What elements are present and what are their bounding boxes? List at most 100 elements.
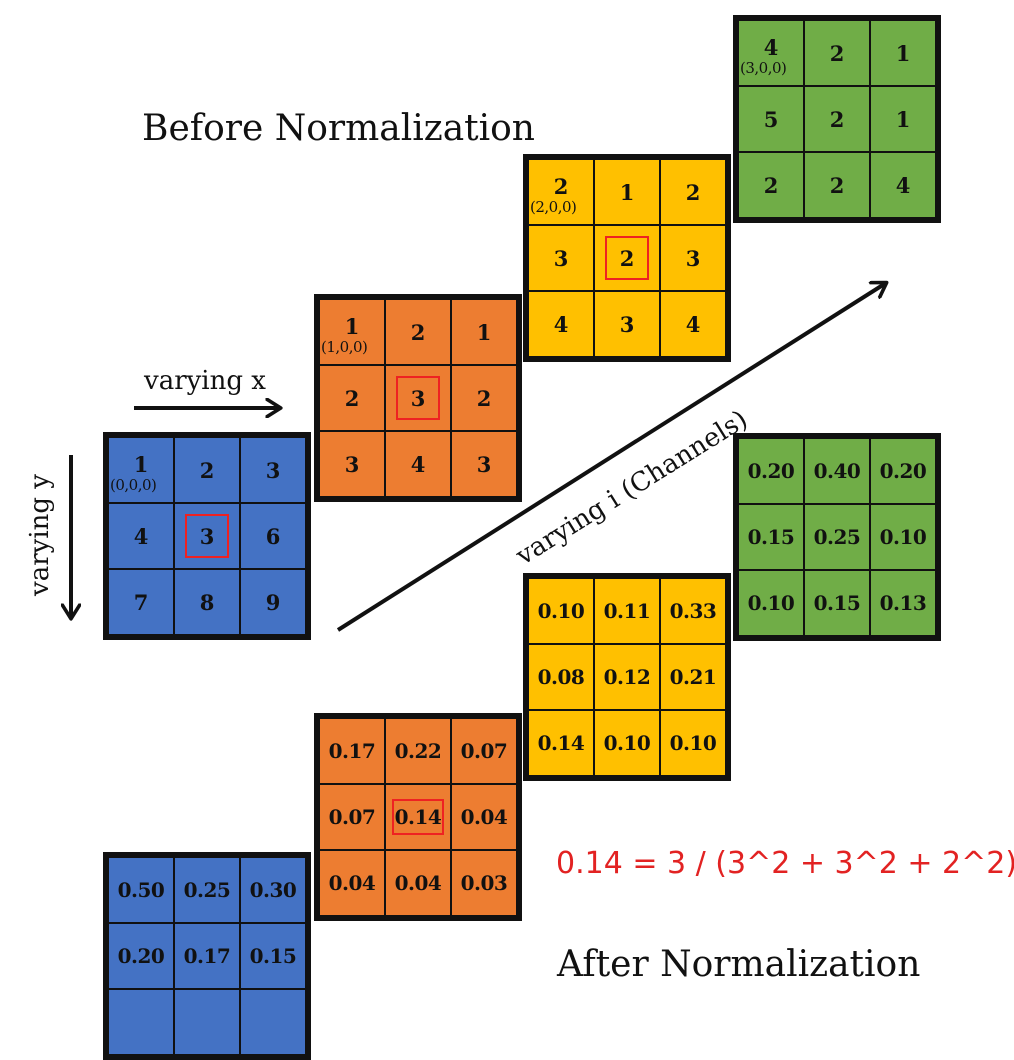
matrix-cell: 0.12 bbox=[594, 644, 660, 710]
before-grid-channel-2: 2 (2,0,0) 1 2 3 2 3 4 3 4 bbox=[523, 154, 731, 362]
after-grid-channel-0: 0.50 0.25 0.30 0.20 0.17 0.15 bbox=[103, 852, 311, 1060]
cell-value: 2 bbox=[199, 457, 215, 483]
highlighted-matrix-cell: 0.14 bbox=[385, 784, 451, 850]
matrix-cell: 4 bbox=[870, 152, 936, 218]
matrix-cell: 0.11 bbox=[594, 578, 660, 644]
cell-value: 7 bbox=[133, 589, 149, 615]
cell-value: 0.30 bbox=[249, 878, 297, 902]
matrix-cell: 0.21 bbox=[660, 644, 726, 710]
matrix-cell: 0.15 bbox=[738, 504, 804, 570]
cell-value: 4 bbox=[410, 451, 426, 477]
matrix-cell: 3 bbox=[319, 431, 385, 497]
cell-value: 2 bbox=[829, 106, 845, 132]
matrix-cell: 5 bbox=[738, 86, 804, 152]
cell-value: 2 bbox=[476, 385, 492, 411]
matrix-cell: 7 bbox=[108, 569, 174, 635]
matrix-cell: 3 bbox=[594, 291, 660, 357]
matrix-cell: 0.15 bbox=[804, 570, 870, 636]
cell-value: 5 bbox=[763, 106, 779, 132]
cell-value: 4 bbox=[685, 311, 701, 337]
cell-value: 0.04 bbox=[394, 871, 442, 895]
matrix-cell: 0.10 bbox=[594, 710, 660, 776]
matrix-cell: 0.04 bbox=[451, 784, 517, 850]
matrix-cell: 2 bbox=[660, 159, 726, 225]
cell-value: 0.21 bbox=[669, 665, 717, 689]
cell-coordinate: (1,0,0) bbox=[321, 338, 368, 356]
matrix-cell: 2 bbox=[804, 152, 870, 218]
cell-value: 2 bbox=[410, 319, 426, 345]
matrix-cell: 0.30 bbox=[240, 857, 306, 923]
varying-x-label: varying x bbox=[144, 366, 266, 396]
channels-arrow bbox=[336, 283, 886, 632]
before-grid-channel-0: 1 (0,0,0) 2 3 4 3 6 7 8 9 bbox=[103, 432, 311, 640]
matrix-cell bbox=[174, 989, 240, 1055]
matrix-cell: 0.25 bbox=[174, 857, 240, 923]
matrix-cell: 0.22 bbox=[385, 718, 451, 784]
matrix-cell: 0.04 bbox=[385, 850, 451, 916]
cell-value: 2 bbox=[619, 245, 635, 271]
after-grid-channel-2: 0.10 0.11 0.33 0.08 0.12 0.21 0.14 0.10 0.10 bbox=[523, 573, 731, 781]
cell-value: 4 bbox=[553, 311, 569, 337]
matrix-cell: 9 bbox=[240, 569, 306, 635]
varying-y-label: varying y bbox=[25, 474, 55, 596]
matrix-cell: 4 (3,0,0) bbox=[738, 20, 804, 86]
before-grid-channel-1: 1 (1,0,0) 2 1 2 3 2 3 4 3 bbox=[314, 294, 522, 502]
cell-value: 1 bbox=[133, 451, 149, 477]
cell-value: 0.20 bbox=[879, 459, 927, 483]
matrix-cell: 4 bbox=[528, 291, 594, 357]
matrix-cell: 0.40 bbox=[804, 438, 870, 504]
cell-value: 1 bbox=[895, 40, 911, 66]
matrix-cell: 0.20 bbox=[870, 438, 936, 504]
cell-value: 0.07 bbox=[328, 805, 376, 829]
cell-value: 0.10 bbox=[537, 599, 585, 623]
cell-value: 3 bbox=[685, 245, 701, 271]
cell-value: 2 bbox=[344, 385, 360, 411]
matrix-cell: 0.10 bbox=[660, 710, 726, 776]
highlighted-matrix-cell: 3 bbox=[385, 365, 451, 431]
matrix-cell: 0.33 bbox=[660, 578, 726, 644]
matrix-cell: 3 bbox=[528, 225, 594, 291]
matrix-cell: 0.10 bbox=[870, 504, 936, 570]
matrix-cell: 3 bbox=[451, 431, 517, 497]
cell-coordinate: (2,0,0) bbox=[530, 198, 577, 216]
cell-value: 0.15 bbox=[249, 944, 297, 968]
cell-value: 3 bbox=[199, 523, 215, 549]
cell-value: 0.08 bbox=[537, 665, 585, 689]
matrix-cell: 1 bbox=[451, 299, 517, 365]
cell-value: 2 bbox=[829, 172, 845, 198]
cell-value: 0.20 bbox=[117, 944, 165, 968]
cell-coordinate: (0,0,0) bbox=[110, 476, 157, 494]
matrix-cell: 0.10 bbox=[528, 578, 594, 644]
highlighted-matrix-cell: 2 bbox=[594, 225, 660, 291]
matrix-cell: 6 bbox=[240, 503, 306, 569]
matrix-cell: 2 bbox=[174, 437, 240, 503]
cell-value: 0.04 bbox=[460, 805, 508, 829]
matrix-cell: 0.14 bbox=[528, 710, 594, 776]
cell-value: 0.25 bbox=[813, 525, 861, 549]
after-normalization-title: After Normalization bbox=[557, 944, 921, 985]
cell-value: 9 bbox=[265, 589, 281, 615]
cell-value: 3 bbox=[344, 451, 360, 477]
cell-value: 0.12 bbox=[603, 665, 651, 689]
matrix-cell: 0.17 bbox=[319, 718, 385, 784]
cell-value: 0.10 bbox=[669, 731, 717, 755]
cell-value: 1 bbox=[344, 313, 360, 339]
matrix-cell: 1 (0,0,0) bbox=[108, 437, 174, 503]
cell-value: 8 bbox=[199, 589, 215, 615]
matrix-cell: 2 bbox=[804, 20, 870, 86]
cell-value: 3 bbox=[619, 311, 635, 337]
cell-value: 0.10 bbox=[747, 591, 795, 615]
matrix-cell: 0.17 bbox=[174, 923, 240, 989]
cell-value: 1 bbox=[619, 179, 635, 205]
cell-value: 0.11 bbox=[603, 599, 651, 623]
matrix-cell bbox=[240, 989, 306, 1055]
cell-value: 2 bbox=[685, 179, 701, 205]
cell-value: 0.40 bbox=[813, 459, 861, 483]
matrix-cell: 0.15 bbox=[240, 923, 306, 989]
cell-value: 2 bbox=[553, 173, 569, 199]
matrix-cell: 0.13 bbox=[870, 570, 936, 636]
matrix-cell: 0.03 bbox=[451, 850, 517, 916]
cell-value: 0.03 bbox=[460, 871, 508, 895]
cell-value: 0.07 bbox=[460, 739, 508, 763]
matrix-cell: 4 bbox=[385, 431, 451, 497]
